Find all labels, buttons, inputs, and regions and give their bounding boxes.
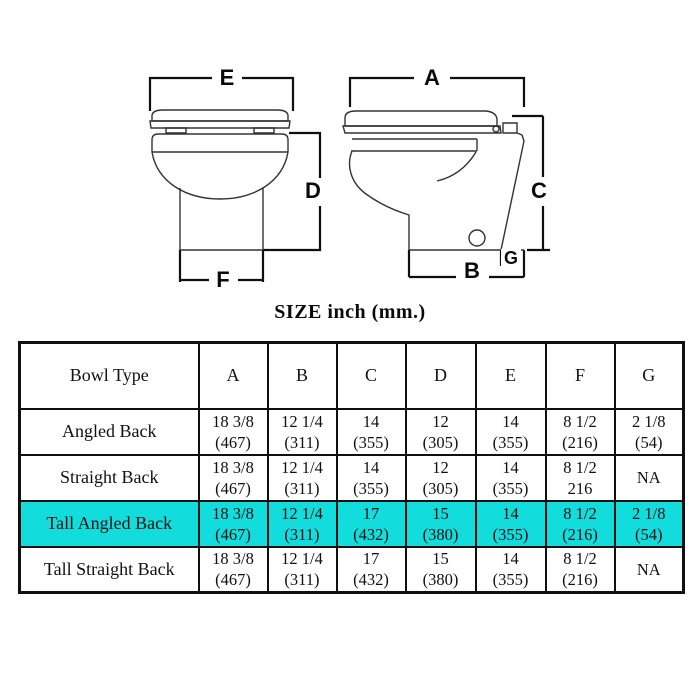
- side-hinge-bracket: [502, 122, 525, 142]
- dim-c-line: [512, 114, 550, 252]
- dim-label-g: G: [500, 249, 522, 267]
- dim-cell: 12 1/4 (311): [266, 407, 338, 456]
- dim-label-a: A: [421, 67, 443, 89]
- side-body-outline: [348, 150, 410, 250]
- header-b: B: [266, 341, 338, 410]
- dim-cell: 14 (355): [474, 545, 547, 594]
- dim-cell: 14 (355): [474, 499, 547, 548]
- dim-cell: 14 (355): [335, 453, 407, 502]
- front-view-drawing: [149, 109, 291, 251]
- dim-cell: NA: [613, 545, 685, 594]
- side-outlet-hole: [468, 229, 486, 247]
- dim-label-e: E: [216, 67, 238, 89]
- dim-cell: 8 1/2 216: [544, 453, 616, 502]
- side-seat: [342, 125, 502, 134]
- side-angled-back: [500, 140, 525, 251]
- header-bowl-type: Bowl Type: [18, 341, 200, 410]
- dim-cell: 17 (432): [335, 499, 407, 548]
- dim-cell: 2 1/8 (54): [613, 407, 685, 456]
- side-view-drawing: [342, 110, 525, 251]
- dim-cell: 18 3/8 (467): [197, 407, 269, 456]
- dim-cell: 2 1/8 (54): [613, 499, 685, 548]
- dim-cell: 14 (355): [335, 407, 407, 456]
- header-c: C: [335, 341, 407, 410]
- dim-cell: 8 1/2 (216): [544, 407, 616, 456]
- size-table: Bowl Type A B C D E F G Angled Back 18 3…: [18, 341, 685, 594]
- dim-e-line: [148, 76, 295, 111]
- side-rim: [351, 138, 478, 152]
- dim-cell: 17 (432): [335, 545, 407, 594]
- dim-cell: 12 1/4 (311): [266, 545, 338, 594]
- bowl-type-cell: Tall Straight Back: [18, 545, 200, 594]
- front-bowl-curve: [151, 151, 289, 200]
- dim-cell: 14 (355): [474, 407, 547, 456]
- dim-cell: 8 1/2 (216): [544, 499, 616, 548]
- dim-label-f: F: [213, 269, 233, 291]
- dim-cell: 8 1/2 (216): [544, 545, 616, 594]
- dim-b-line: [407, 250, 524, 279]
- size-table-title: SIZE inch (mm.): [274, 301, 426, 323]
- dim-cell: 12 1/4 (311): [266, 499, 338, 548]
- table-row-straight-back: Straight Back 18 3/8 (467) 12 1/4 (311) …: [18, 453, 685, 502]
- front-rim: [151, 133, 289, 153]
- dim-cell: 12 (305): [404, 453, 477, 502]
- dim-label-b: B: [461, 260, 483, 282]
- toilet-dimension-diagram: [148, 76, 550, 282]
- dim-cell: 15 (380): [404, 499, 477, 548]
- dim-f-line: [178, 250, 265, 282]
- header-e: E: [474, 341, 547, 410]
- table-row-tall-angled-back: Tall Angled Back 18 3/8 (467) 12 1/4 (31…: [18, 499, 685, 548]
- dim-label-c: C: [528, 180, 550, 202]
- header-d: D: [404, 341, 477, 410]
- dim-a-line: [348, 76, 526, 107]
- dim-cell: 18 3/8 (467): [197, 545, 269, 594]
- bowl-type-cell: Angled Back: [18, 407, 200, 456]
- dim-cell: 14 (355): [474, 453, 547, 502]
- side-hinge-pin: [492, 125, 500, 133]
- dim-label-d: D: [302, 180, 324, 202]
- front-lid: [151, 109, 289, 122]
- front-hinge-left: [165, 127, 187, 134]
- header-f: F: [544, 341, 616, 410]
- header-a: A: [197, 341, 269, 410]
- side-lid: [344, 110, 498, 127]
- bowl-type-cell: Tall Angled Back: [18, 499, 200, 548]
- dim-cell: 12 (305): [404, 407, 477, 456]
- side-inner-curve: [436, 151, 477, 182]
- dim-cell: NA: [613, 453, 685, 502]
- dim-cell: 18 3/8 (467): [197, 453, 269, 502]
- table-row-tall-straight-back: Tall Straight Back 18 3/8 (467) 12 1/4 (…: [18, 545, 685, 594]
- dim-cell: 12 1/4 (311): [266, 453, 338, 502]
- dim-cell: 18 3/8 (467): [197, 499, 269, 548]
- bowl-type-cell: Straight Back: [18, 453, 200, 502]
- front-pedestal: [179, 188, 264, 251]
- table-row-angled-back: Angled Back 18 3/8 (467) 12 1/4 (311) 14…: [18, 407, 685, 456]
- dim-d-line: [263, 131, 322, 252]
- dim-cell: 15 (380): [404, 545, 477, 594]
- front-seat: [149, 120, 291, 129]
- front-hinge-right: [253, 127, 275, 134]
- table-header-row: Bowl Type A B C D E F G: [18, 341, 685, 410]
- dimension-lines: [148, 76, 550, 282]
- header-g: G: [613, 341, 685, 410]
